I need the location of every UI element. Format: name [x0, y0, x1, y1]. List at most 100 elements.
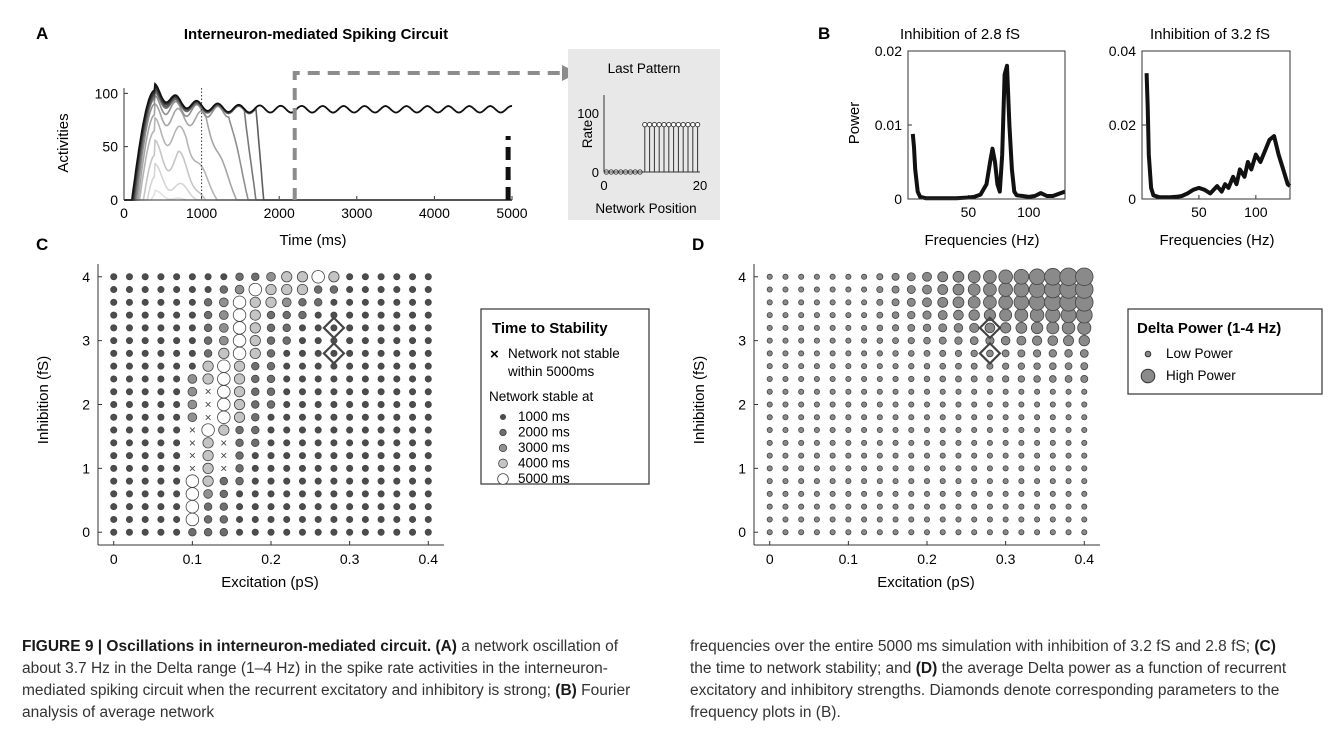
- stability-point: [141, 452, 149, 460]
- stability-point: [110, 452, 118, 460]
- delta-power-point: [876, 337, 884, 344]
- delta-power-point: [1049, 401, 1056, 408]
- delta-power-point: [845, 529, 852, 536]
- stability-point: [173, 311, 181, 319]
- delta-power-point: [813, 299, 820, 306]
- stability-point: [188, 362, 196, 370]
- delta-power-point: [813, 363, 820, 370]
- stability-point: [125, 515, 133, 523]
- stability-point: [267, 490, 275, 498]
- stability-point: [235, 272, 244, 281]
- delta-power-point: [891, 272, 900, 281]
- stability-point: [424, 388, 432, 396]
- stability-point: [251, 490, 259, 498]
- legend-stable-header: Network stable at: [489, 389, 594, 404]
- panel-b1-series-line: [910, 63, 1066, 201]
- stability-point: [157, 426, 165, 434]
- y-tick-label: 0: [82, 524, 90, 540]
- delta-power-point: [1018, 503, 1025, 510]
- delta-power-point: [1002, 452, 1009, 459]
- delta-power-point: [798, 439, 805, 446]
- delta-power-point: [1030, 321, 1044, 335]
- stability-point: [141, 337, 149, 345]
- caption-text-b1: Fourier analysis of average network: [22, 682, 631, 721]
- stability-point: [393, 286, 401, 294]
- delta-power-point: [891, 311, 900, 319]
- stability-point: [185, 512, 200, 527]
- delta-power-point: [782, 375, 789, 382]
- stability-point: [424, 362, 432, 370]
- stability-point: [409, 528, 417, 536]
- stability-point: [125, 349, 133, 357]
- delta-power-point: [1018, 452, 1025, 459]
- delta-power-point: [1034, 529, 1041, 536]
- y-tick-label: 4: [738, 269, 746, 285]
- stability-point: [173, 400, 181, 408]
- stability-point: [314, 362, 322, 370]
- inset-stem-point: [670, 121, 677, 128]
- x-tick-label: 50: [961, 204, 977, 220]
- activity-trace: [124, 138, 512, 201]
- stability-point: [110, 464, 118, 472]
- inset-stem-point: [685, 121, 691, 128]
- delta-power-point: [845, 337, 852, 344]
- stability-point: [110, 337, 118, 345]
- delta-power-point: [907, 350, 915, 357]
- stability-point: [267, 528, 275, 536]
- delta-power-point: [766, 490, 773, 497]
- delta-power-point: [845, 350, 852, 357]
- stability-point: [314, 439, 322, 447]
- delta-power-point: [892, 427, 899, 434]
- delta-power-point: [845, 490, 852, 497]
- delta-power-point: [986, 439, 993, 446]
- stability-point: [283, 477, 291, 485]
- stability-point: [346, 503, 354, 511]
- delta-power-point: [845, 503, 852, 510]
- delta-power-point: [861, 363, 868, 370]
- stability-point: [298, 362, 306, 370]
- stability-point: [409, 349, 417, 357]
- delta-power-point: [829, 401, 836, 408]
- stability-point: [157, 324, 165, 332]
- delta-power-point: [1002, 388, 1009, 395]
- delta-power-point: [766, 337, 773, 344]
- delta-power-point: [892, 350, 899, 357]
- delta-power-point: [967, 270, 981, 284]
- activity-trace: [124, 116, 512, 201]
- delta-power-point: [986, 401, 993, 408]
- delta-power-point: [861, 337, 868, 344]
- delta-power-point: [1048, 349, 1057, 358]
- delta-power-point: [1017, 362, 1026, 370]
- stability-point: [251, 515, 259, 523]
- stability-point: [265, 283, 277, 296]
- delta-power-point: [782, 401, 789, 408]
- stability-point: [187, 399, 198, 410]
- stability-point: [232, 295, 247, 310]
- stability-point: [361, 528, 369, 536]
- stability-point: [361, 273, 369, 281]
- stability-point: [266, 361, 276, 371]
- stability-point: [283, 528, 291, 536]
- delta-power-point: [1018, 478, 1025, 485]
- stability-point: [314, 388, 322, 396]
- delta-power-point: [876, 388, 883, 395]
- delta-power-point: [954, 349, 963, 357]
- stability-point: [298, 375, 306, 383]
- x-tick-label: 0.3: [340, 551, 360, 567]
- delta-power-point: [907, 310, 916, 320]
- delta-power-point: [892, 529, 899, 536]
- delta-power-point: [908, 465, 915, 472]
- stability-point: [409, 413, 417, 421]
- delta-power-point: [876, 465, 883, 472]
- stability-point: [251, 425, 260, 435]
- delta-power-point: [1061, 321, 1076, 335]
- stability-point: [328, 271, 340, 283]
- stability-point: [377, 362, 385, 370]
- inset-stem-point: [666, 121, 672, 128]
- stability-point: [173, 273, 181, 281]
- delta-power-point: [798, 452, 805, 459]
- stability-point: [125, 477, 133, 485]
- stability-point: [141, 515, 149, 523]
- delta-power-point: [892, 439, 899, 446]
- stability-point: [110, 273, 118, 281]
